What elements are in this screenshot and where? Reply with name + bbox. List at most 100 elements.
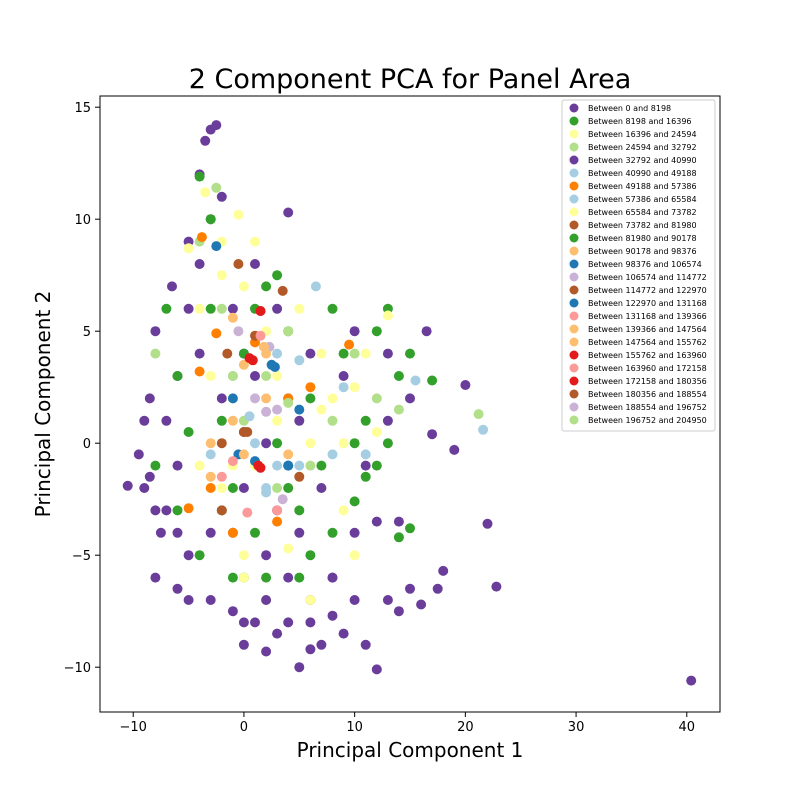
scatter-point <box>244 411 255 422</box>
scatter-point <box>283 483 294 493</box>
scatter-point <box>253 460 264 471</box>
legend: Between 0 and 8198 Between 8198 and 16396… <box>561 99 716 432</box>
scatter-point <box>294 572 305 583</box>
scatter-point <box>338 382 349 393</box>
scatter-point <box>139 483 150 493</box>
scatter-point <box>316 460 327 471</box>
scatter-point <box>122 480 133 491</box>
scatter-point <box>216 270 227 281</box>
y-tick-label: 15 <box>74 101 91 116</box>
scatter-point <box>393 532 404 543</box>
scatter-point <box>305 644 316 655</box>
scatter-point <box>194 348 205 359</box>
scatter-point <box>266 359 277 370</box>
legend-marker <box>569 155 579 165</box>
legend-entry: Between 188554 and 196752 <box>588 403 707 412</box>
scatter-point <box>211 182 222 193</box>
scatter-point <box>349 496 360 507</box>
scatter-point <box>382 415 393 426</box>
legend-marker <box>569 116 579 126</box>
scatter-point <box>294 460 305 471</box>
x-axis-title: Principal Component 1 <box>297 738 524 762</box>
scatter-point <box>261 406 272 417</box>
legend-marker <box>569 142 579 152</box>
scatter-point <box>272 438 283 449</box>
scatter-point <box>382 595 393 605</box>
legend-marker <box>569 402 579 412</box>
scatter-point <box>316 483 327 493</box>
legend-entry: Between 98376 and 106574 <box>588 260 702 269</box>
scatter-point <box>294 404 305 415</box>
scatter-point <box>272 415 283 426</box>
scatter-point <box>216 415 227 426</box>
scatter-point <box>244 353 255 364</box>
scatter-point <box>283 617 294 628</box>
scatter-point <box>272 303 283 314</box>
scatter-point <box>382 438 393 449</box>
scatter-point <box>250 371 260 381</box>
scatter-point <box>238 483 249 493</box>
scatter-point <box>371 326 382 337</box>
scatter-point <box>272 270 283 281</box>
scatter-point <box>183 503 194 514</box>
legend-marker <box>569 389 579 399</box>
scatter-point <box>200 135 211 146</box>
scatter-point <box>227 371 238 381</box>
scatter-point <box>183 243 194 254</box>
plot-frame <box>99 95 721 713</box>
scatter-point <box>227 483 238 493</box>
scatter-point <box>161 415 172 426</box>
scatter-point <box>305 595 316 605</box>
scatter-point <box>294 355 305 366</box>
scatter-point <box>427 375 438 386</box>
x-tick-label: 30 <box>568 720 585 735</box>
scatter-point <box>150 460 161 471</box>
scatter-point <box>272 516 283 527</box>
scatter-point <box>371 393 382 404</box>
legend-entry: Between 81980 and 90178 <box>588 234 697 243</box>
scatter-point <box>393 606 404 617</box>
legend-entry: Between 49188 and 57386 <box>588 182 697 191</box>
scatter-point <box>478 424 489 435</box>
scatter-point <box>227 456 238 467</box>
y-tick-label: 0 <box>83 437 91 452</box>
legend-marker <box>569 220 579 230</box>
legend-entry: Between 40990 and 49188 <box>588 169 697 178</box>
chart-title: 2 Component PCA for Panel Area <box>189 64 632 95</box>
scatter-point <box>242 507 253 518</box>
scatter-point <box>305 438 316 449</box>
scatter-point <box>133 449 144 460</box>
scatter-point <box>255 330 266 341</box>
scatter-point <box>155 527 166 538</box>
scatter-point <box>416 599 427 610</box>
scatter-point <box>194 171 205 182</box>
x-tick-label: 0 <box>240 720 248 735</box>
scatter-point <box>161 303 172 314</box>
scatter-point <box>294 415 305 426</box>
scatter-point <box>294 662 305 673</box>
scatter-point <box>438 565 449 576</box>
legend-marker <box>569 415 579 425</box>
scatter-point <box>371 460 382 471</box>
scatter-point <box>327 393 338 404</box>
legend-entry: Between 163960 and 172158 <box>588 364 707 373</box>
legend-entry: Between 32792 and 40990 <box>588 156 697 165</box>
scatter-point <box>205 595 216 605</box>
scatter-point <box>183 427 194 437</box>
y-tick-label: −5 <box>72 549 91 564</box>
scatter-point <box>172 527 183 538</box>
scatter-point <box>349 438 360 449</box>
legend-entry: Between 131168 and 139366 <box>588 312 707 321</box>
points-layer <box>122 120 697 686</box>
scatter-point <box>200 187 211 198</box>
scatter-point <box>172 505 183 516</box>
scatter-point <box>473 409 484 420</box>
plot-area <box>99 95 721 713</box>
scatter-point <box>283 460 294 471</box>
scatter-point <box>238 550 249 561</box>
y-tick-label: 5 <box>83 325 91 340</box>
scatter-point <box>686 675 697 686</box>
scatter-point <box>449 444 460 455</box>
scatter-point <box>310 281 321 292</box>
scatter-point <box>261 550 272 561</box>
